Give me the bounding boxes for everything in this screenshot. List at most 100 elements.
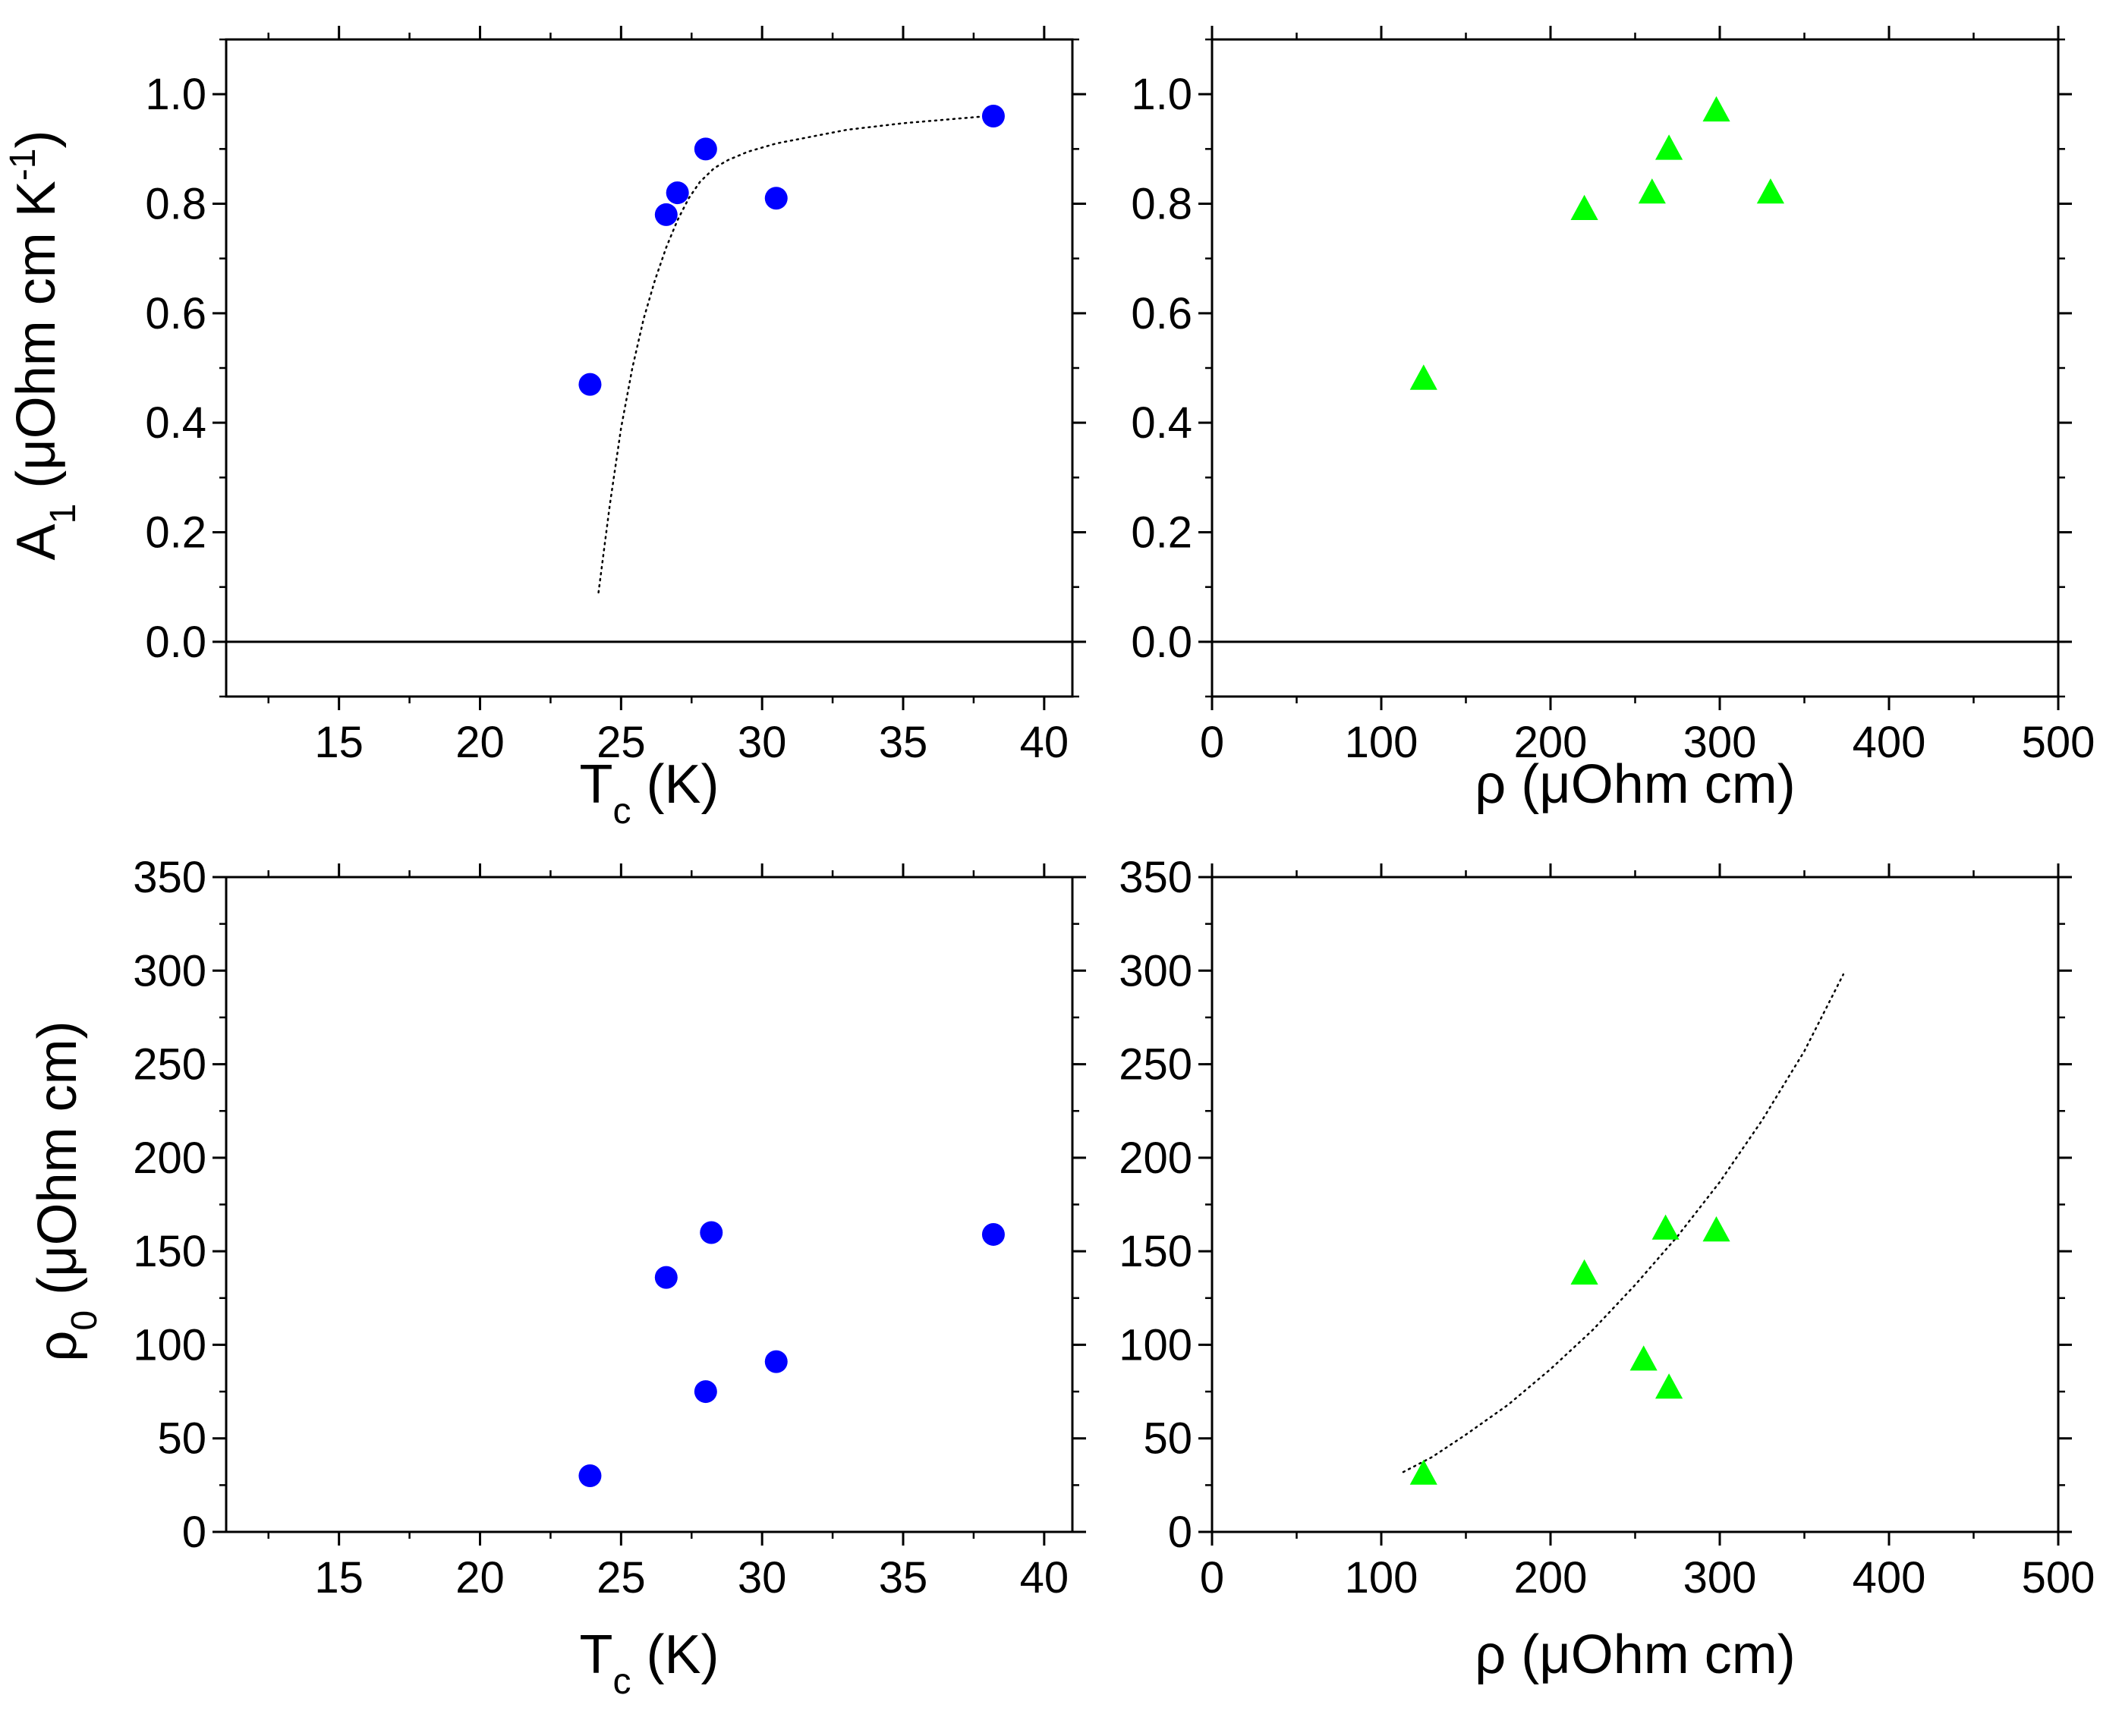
x-tick-label: 500 <box>2022 1553 2095 1602</box>
y-axis-label-tail: ) <box>6 131 67 149</box>
y-axis-label-sup: -1 <box>3 149 43 181</box>
x-tick-label: 400 <box>1853 1553 1926 1602</box>
y-tick-label: 200 <box>1119 1134 1192 1183</box>
y-axis-label-main: A <box>6 524 67 560</box>
data-point-circle <box>654 203 678 226</box>
data-point-triangle <box>1651 1214 1680 1240</box>
data-point-circle <box>654 1266 678 1289</box>
y-tick-label: 0.6 <box>145 289 206 338</box>
y-tick-label: 300 <box>1119 946 1192 995</box>
y-tick-label: 0.6 <box>1131 289 1192 338</box>
x-tick-label: 100 <box>1345 718 1418 767</box>
x-tick-label: 30 <box>738 1553 787 1602</box>
y-tick-label: 0 <box>1168 1508 1192 1557</box>
fit-curve <box>1402 973 1845 1473</box>
data-point-triangle <box>1409 1459 1437 1485</box>
data-point-triangle <box>1702 1216 1730 1242</box>
y-tick-label: 0.0 <box>145 618 206 667</box>
data-point-circle <box>764 187 788 210</box>
y-tick-label: 300 <box>133 946 206 995</box>
x-axis-label: ρ (μOhm cm) <box>1475 754 1795 815</box>
data-point-circle <box>764 1350 788 1373</box>
x-axis-label-main: T <box>580 754 613 815</box>
x-tick-label: 300 <box>1683 718 1757 767</box>
x-tick-label: 100 <box>1345 1553 1418 1602</box>
x-axis-label-sub: c <box>613 791 631 832</box>
x-tick-label: 200 <box>1514 718 1588 767</box>
panel-rho0-vs-rho: 0 100 200 300 400 500 0 50 100 150 200 250 300 350 ρ (… <box>1119 853 2095 1685</box>
y-tick-label: 150 <box>133 1227 206 1276</box>
data-point-triangle <box>1702 96 1730 122</box>
panel-rho0-vs-tc: 15 20 25 30 35 40 0 50 100 150 200 250 300 350 Tc (K) ρ… <box>27 853 1086 1702</box>
x-tick-label: 300 <box>1683 1553 1757 1602</box>
x-axis-label-main: T <box>580 1624 613 1685</box>
y-axis-label-unit: (μOhm cm K <box>6 181 67 504</box>
y-tick-label: 0.0 <box>1131 618 1192 667</box>
y-tick-label: 1.0 <box>1131 70 1192 119</box>
x-tick-label: 20 <box>455 718 505 767</box>
data-point-circle <box>694 137 717 161</box>
y-tick-label: 100 <box>133 1320 206 1370</box>
x-axis-label: Tc (K) <box>580 1624 719 1702</box>
y-axis-label-sub: 0 <box>65 1310 105 1331</box>
y-tick-label: 250 <box>133 1040 206 1090</box>
y-axis-label-unit: (μOhm cm) <box>27 1021 88 1310</box>
y-tick-label: 0 <box>182 1508 206 1557</box>
x-tick-label: 35 <box>879 718 928 767</box>
data-point-triangle <box>1409 364 1437 390</box>
x-tick-label: 40 <box>1020 1553 1069 1602</box>
y-tick-label: 0.8 <box>1131 180 1192 229</box>
y-axis-label: ρ0 (μOhm cm) <box>27 1021 105 1361</box>
data-point-triangle <box>1638 178 1666 204</box>
x-axis-label-main: ρ <box>1475 754 1506 815</box>
y-tick-label: 0.2 <box>1131 508 1192 558</box>
x-tick-label: 400 <box>1853 718 1926 767</box>
data-point-circle <box>578 373 602 396</box>
data-point-circle <box>578 1464 602 1488</box>
x-axis-label: ρ (μOhm cm) <box>1475 1624 1795 1685</box>
panel-a1-vs-tc: 15 20 25 30 35 40 0.0 0.2 0.4 0.6 0.8 1.0 Tc (K) A1 (… <box>3 26 1086 832</box>
x-tick-label: 15 <box>314 1553 364 1602</box>
y-tick-label: 150 <box>1119 1227 1192 1276</box>
y-tick-label: 0.4 <box>1131 398 1192 448</box>
x-tick-label: 30 <box>738 718 787 767</box>
x-tick-label: 200 <box>1514 1553 1588 1602</box>
data-point-triangle <box>1756 178 1784 204</box>
x-tick-label: 0 <box>1200 1553 1224 1602</box>
x-tick-label: 25 <box>597 1553 646 1602</box>
y-tick-label: 350 <box>133 853 206 902</box>
y-tick-label: 0.4 <box>145 398 206 448</box>
x-axis-label-sub: c <box>613 1662 631 1702</box>
x-axis-label-unit: (μOhm cm) <box>1506 754 1795 815</box>
data-point-circle <box>981 105 1005 128</box>
x-axis-label-main: ρ <box>1475 1624 1506 1685</box>
y-tick-label: 250 <box>1119 1040 1192 1090</box>
x-axis-label-unit: (K) <box>631 1624 719 1685</box>
x-tick-label: 25 <box>597 718 646 767</box>
data-point-triangle <box>1655 134 1683 160</box>
y-tick-label: 1.0 <box>145 70 206 119</box>
data-point-circle <box>700 1221 723 1244</box>
data-point-triangle <box>1570 1259 1598 1285</box>
y-tick-label: 100 <box>1119 1320 1192 1370</box>
y-tick-label: 50 <box>1143 1414 1192 1464</box>
data-point-triangle <box>1629 1345 1658 1371</box>
x-tick-label: 40 <box>1020 718 1069 767</box>
x-tick-label: 15 <box>314 718 364 767</box>
x-tick-label: 0 <box>1200 718 1224 767</box>
data-point-circle <box>981 1222 1005 1246</box>
x-axis-label-unit: (μOhm cm) <box>1506 1624 1795 1685</box>
y-axis-label-sub: 1 <box>43 504 83 524</box>
y-axis-label: A1 (μOhm cm K-1) <box>3 131 83 561</box>
y-tick-label: 50 <box>157 1414 206 1464</box>
y-axis-label-main: ρ <box>27 1331 88 1362</box>
x-axis-label: Tc (K) <box>580 754 719 832</box>
data-point-circle <box>666 181 689 205</box>
x-tick-label: 500 <box>2022 718 2095 767</box>
data-point-circle <box>694 1380 717 1404</box>
y-tick-label: 0.8 <box>145 180 206 229</box>
y-tick-label: 200 <box>133 1134 206 1183</box>
x-tick-label: 35 <box>879 1553 928 1602</box>
x-axis-label-unit: (K) <box>631 754 719 815</box>
